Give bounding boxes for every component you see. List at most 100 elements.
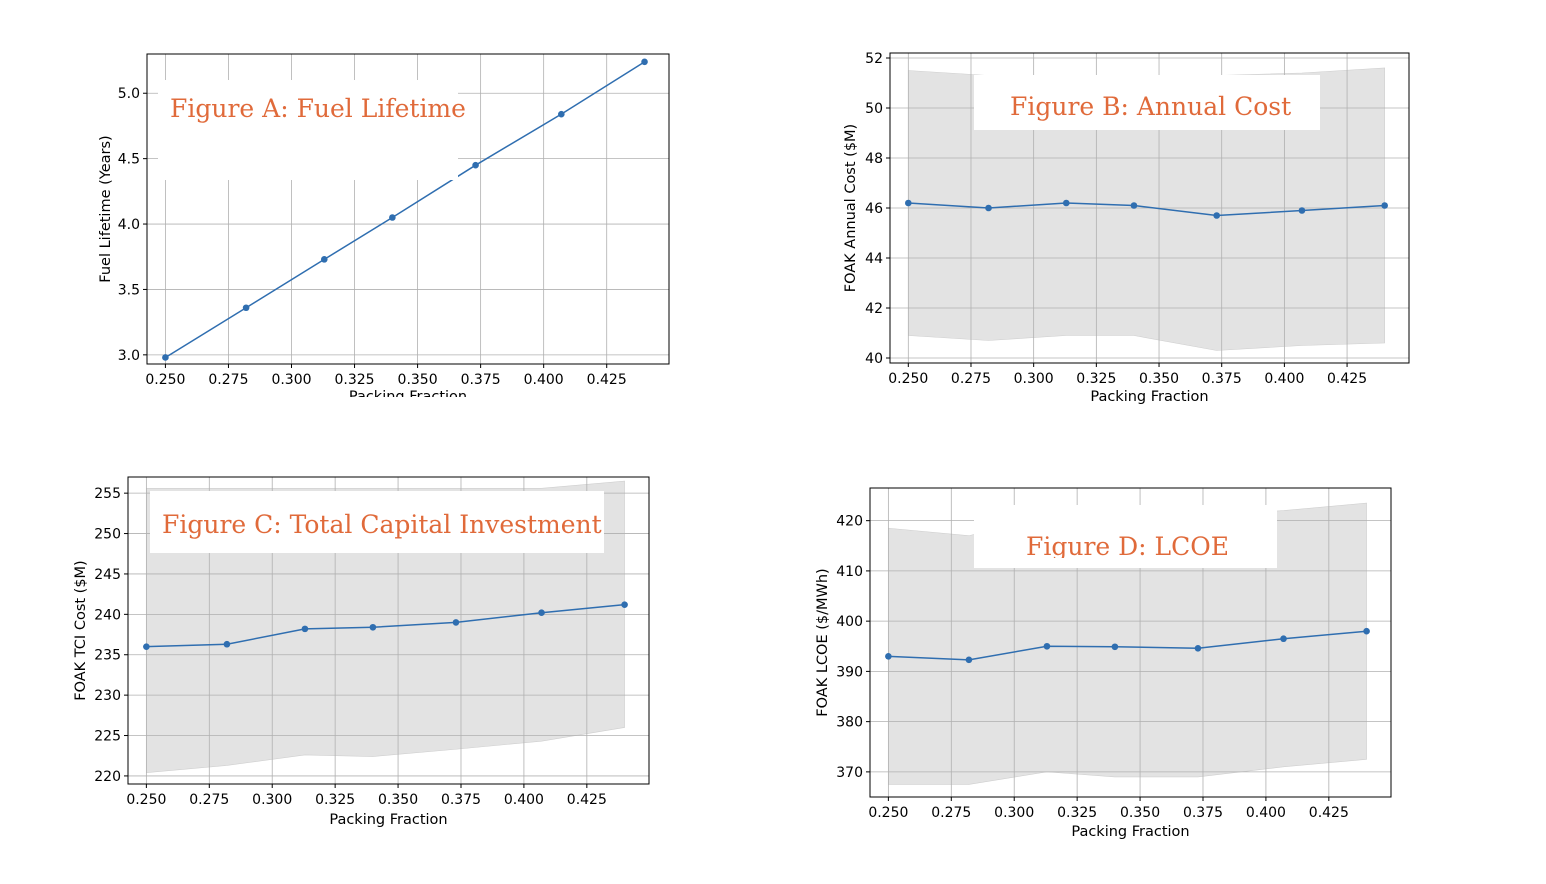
x-tick-label: 0.250 [126,792,166,808]
y-tick-label: 410 [836,564,863,580]
x-tick-label: 0.300 [271,372,311,388]
x-tick-label: 0.350 [378,792,418,808]
y-axis-label: FOAK TCI Cost ($M) [73,560,89,700]
x-tick-label: 0.400 [1264,371,1304,387]
y-tick-label: 370 [836,765,863,781]
data-point [1043,642,1051,650]
data-point [162,354,169,361]
data-point [1213,212,1220,219]
x-tick-label: 0.275 [189,792,229,808]
title-box-b [974,75,1320,130]
figure-title-c: Figure C: Total Capital Investment [162,510,602,539]
y-tick-label: 255 [94,486,121,502]
title-box-a [158,80,458,180]
data-point [1062,199,1070,207]
y-tick-label: 42 [865,301,883,317]
y-tick-label: 3.5 [118,282,140,298]
x-tick-label: 0.375 [461,372,501,388]
y-tick-label: 390 [836,664,863,680]
data-point [143,643,150,650]
y-tick-label: 4.0 [118,217,140,233]
x-axis-label: Packing Fraction [1071,824,1189,840]
data-point [1381,202,1388,209]
data-point [320,256,328,263]
plot-frame-a [146,53,670,365]
data-point [472,161,479,169]
x-axis-label: Packing Fraction [329,812,447,828]
data-point [452,619,460,626]
data-point [985,204,992,212]
data-point [905,199,912,207]
y-tick-label: 50 [865,101,883,117]
y-axis-label: FOAK LCOE ($/MWh) [815,568,831,716]
y-tick-label: 380 [836,715,863,731]
x-tick-label: 0.250 [868,805,908,821]
data-point [538,609,545,617]
x-tick-label: 0.250 [888,371,928,387]
title-box-d [974,505,1277,568]
x-tick-label: 0.425 [587,372,627,388]
x-tick-label: 0.350 [1139,371,1179,387]
x-tick-label: 0.425 [567,792,607,808]
x-tick-label: 0.250 [145,372,185,388]
chart-b: 0.250 0.275 0.300 0.325 0.350 0.375 0.400 0.425… [843,51,1410,405]
data-point [621,601,628,608]
data-point [1280,635,1287,643]
data-point [965,656,973,664]
plot-frame-d [869,487,1392,798]
y-tick-label: 245 [94,567,121,583]
y-tick-label: 400 [836,614,863,630]
x-tick-label: 0.300 [1014,371,1054,387]
x-tick-label: 0.325 [315,792,355,808]
y-tick-label: 4.5 [118,152,140,168]
data-point [641,58,648,66]
y-tick-label: 40 [865,351,883,367]
data-point [369,623,377,631]
x-axis-label: Packing Fraction [1090,389,1208,405]
chart-d: 0.250 0.275 0.300 0.325 0.350 0.375 0.400 0.425… [815,487,1392,840]
x-tick-label: 0.300 [252,792,292,808]
x-tick-label: 0.325 [334,372,374,388]
data-point [885,653,892,660]
figure-title-b: Figure B: Annual Cost [1010,92,1291,121]
x-tick-label: 0.325 [1076,371,1116,387]
x-tick-label: 0.375 [441,792,481,808]
data-point [1298,207,1306,214]
y-axis-label: Fuel Lifetime (Years) [98,135,114,282]
x-tick-label: 0.350 [1120,805,1160,821]
data-point [301,625,309,633]
data-point [389,214,396,221]
x-tick-label: 0.325 [1057,805,1097,821]
y-tick-label: 225 [94,729,121,745]
y-tick-label: 235 [94,648,121,664]
y-tick-label: 44 [865,251,883,267]
x-tick-label: 0.350 [398,372,438,388]
figure-title-d: Figure D: LCOE [1026,532,1229,561]
figure-title-a: Figure A: Fuel Lifetime [170,94,466,123]
chart-a: 0.250 0.275 0.300 0.325 0.350 0.375 0.400 0.425… [98,53,670,405]
y-tick-label: 5.0 [118,86,140,102]
y-tick-label: 240 [94,607,121,623]
y-tick-label: 420 [836,514,863,530]
x-tick-label: 0.275 [951,371,991,387]
x-tick-label: 0.425 [1327,371,1367,387]
y-tick-label: 250 [94,527,121,543]
x-tick-label: 0.400 [1246,805,1286,821]
x-tick-label: 0.375 [1183,805,1223,821]
plot-frame-c [127,476,650,785]
data-point [223,640,231,648]
x-tick-label: 0.300 [994,805,1034,821]
title-box-c [150,491,604,553]
data-point [1130,202,1138,209]
data-point [1194,644,1202,652]
y-tick-label: 46 [865,201,883,217]
data-point [1363,627,1370,635]
x-tick-label: 0.425 [1309,805,1349,821]
x-axis-label: Packing Fraction [349,389,467,405]
x-tick-label: 0.275 [931,805,971,821]
chart-c: 0.250 0.275 0.300 0.325 0.350 0.375 0.400 0.425… [73,476,650,828]
y-tick-label: 230 [94,688,121,704]
y-tick-label: 52 [865,51,883,67]
y-tick-label: 3.0 [118,348,140,364]
